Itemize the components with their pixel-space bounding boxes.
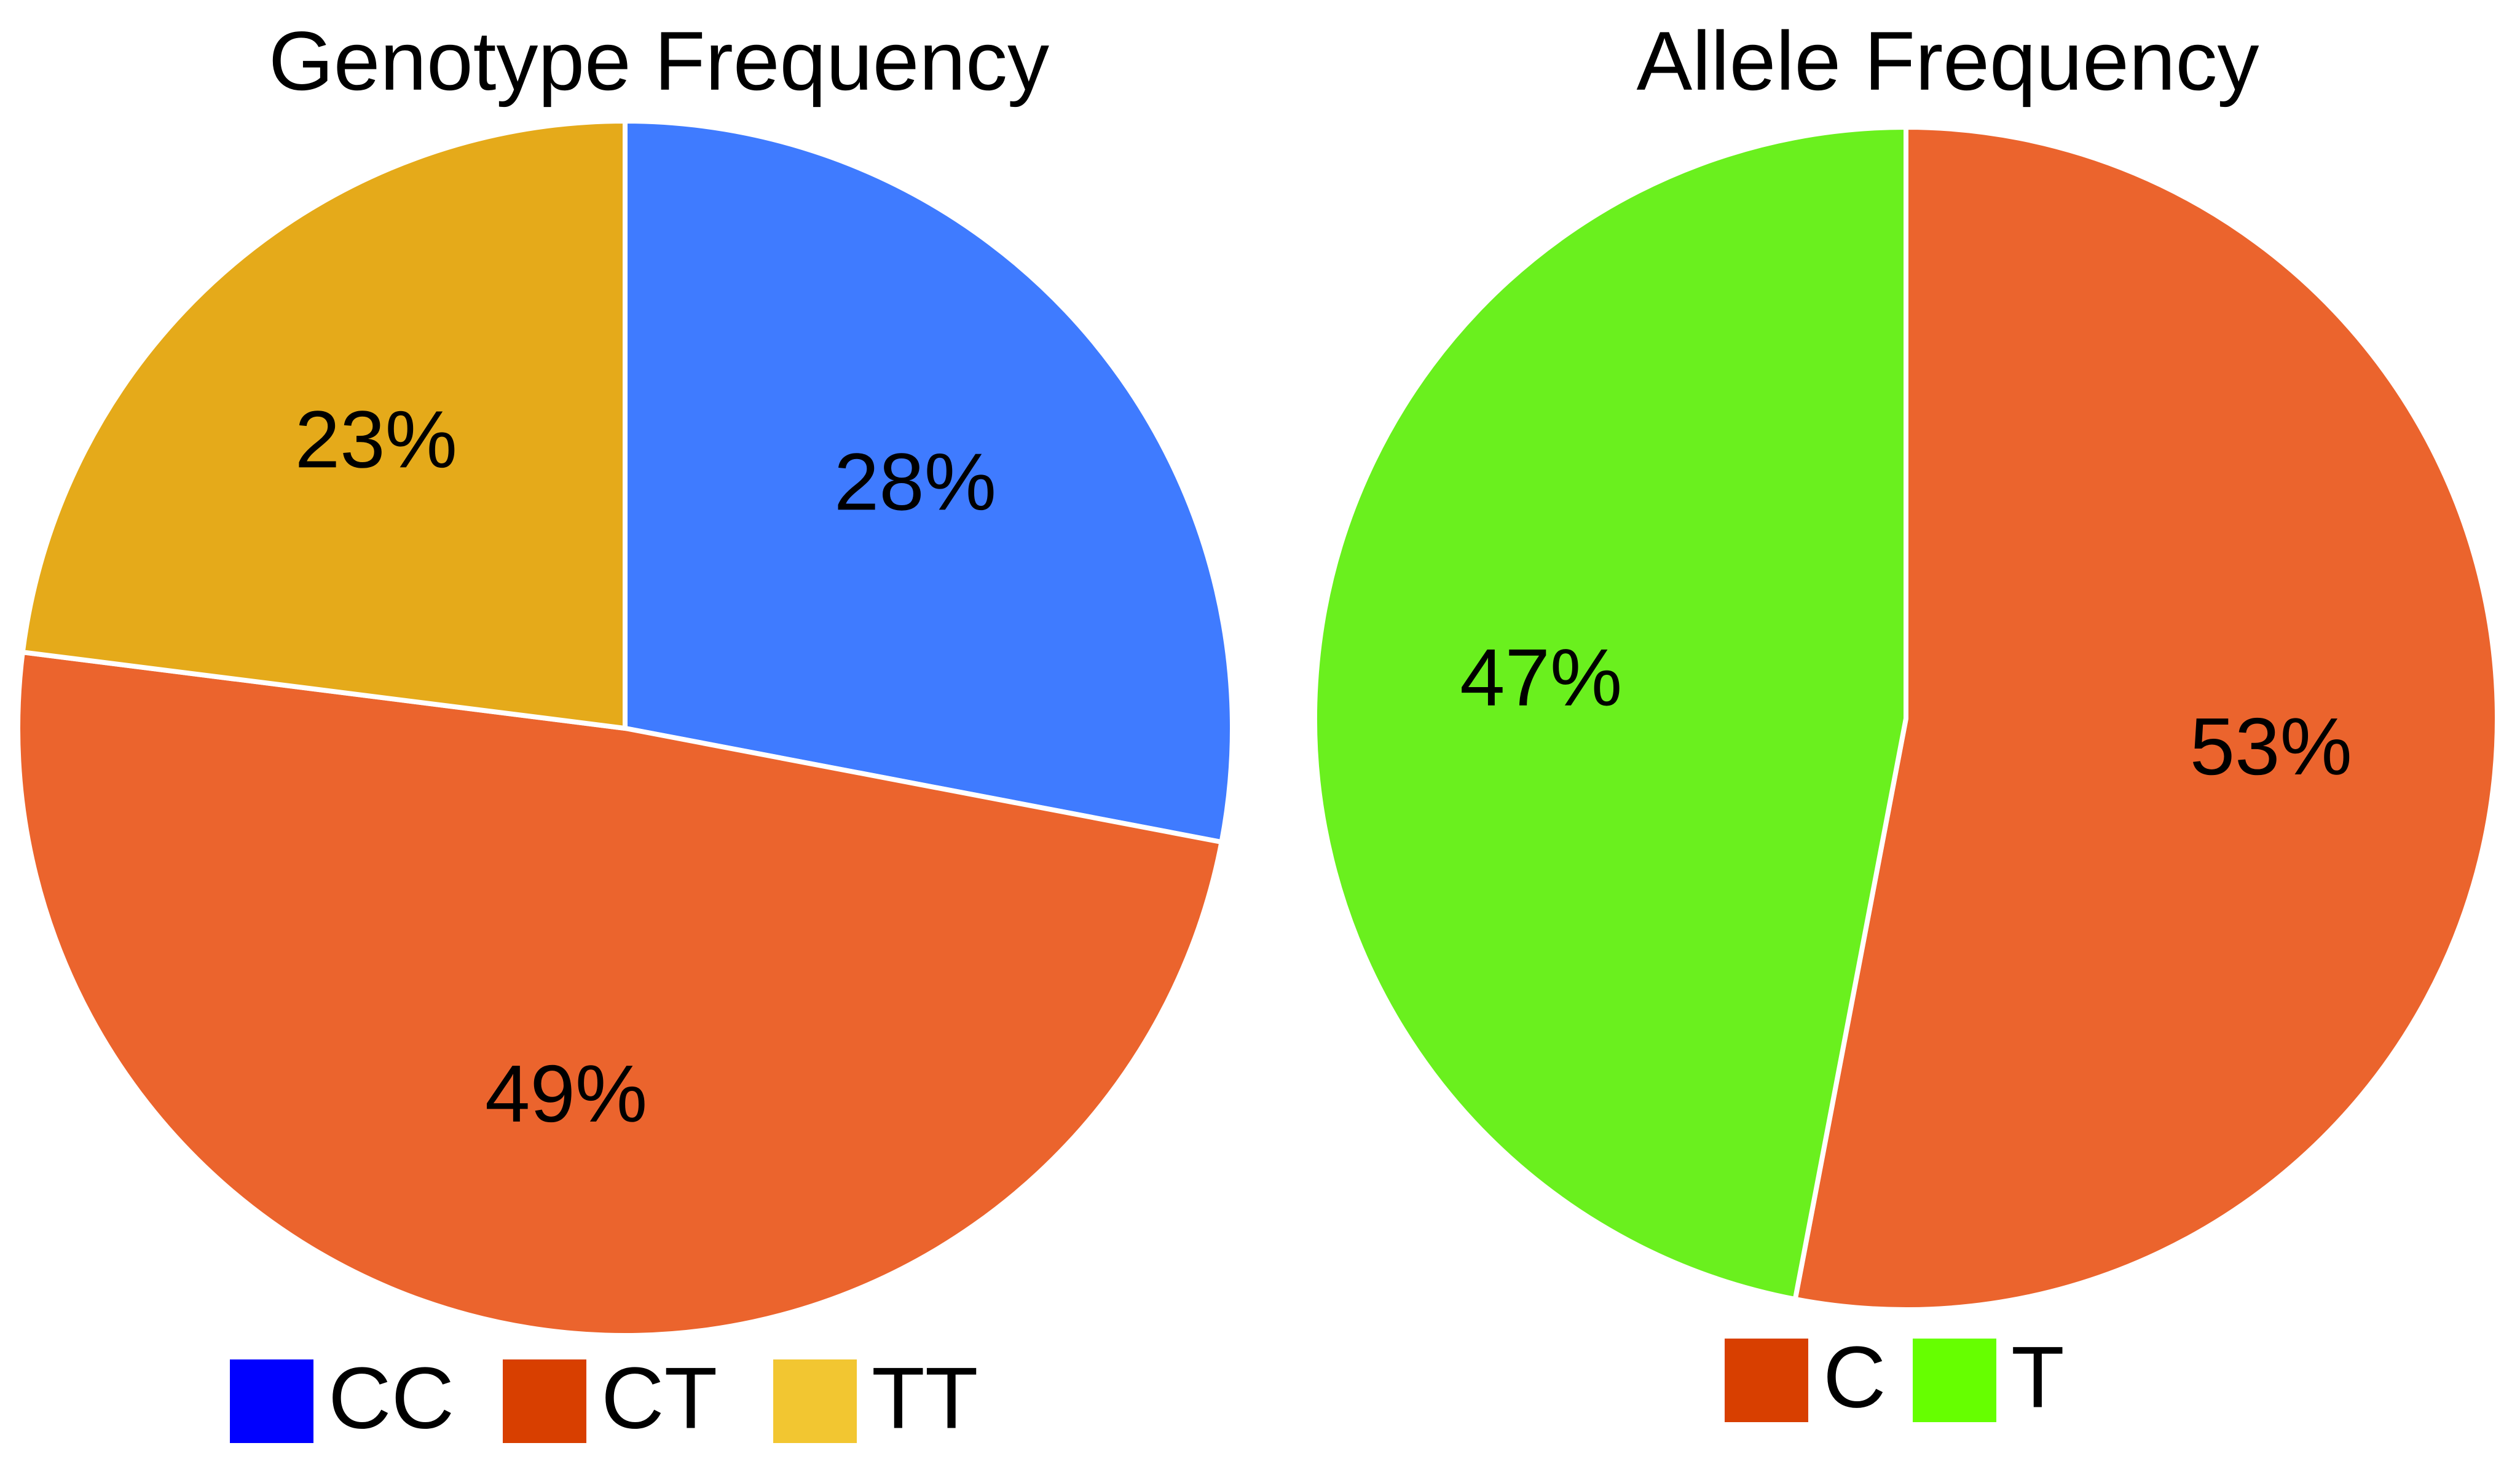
legend-swatch <box>773 1359 857 1443</box>
data-label: 28% <box>834 436 996 527</box>
legend-label: T <box>2011 1329 2065 1426</box>
legend-swatch <box>1913 1339 1996 1422</box>
data-label: 53% <box>2190 701 2352 792</box>
pie-slice <box>1312 124 1908 1302</box>
pie-slice <box>1792 124 2500 1312</box>
pie-slice <box>20 118 628 731</box>
legend-swatch <box>230 1359 313 1443</box>
data-label: 49% <box>485 1048 647 1139</box>
chart-title: Genotype Frequency <box>269 14 1049 108</box>
legend-label: TT <box>872 1350 978 1447</box>
legend-label: C <box>1823 1329 1886 1426</box>
legend-swatch <box>503 1359 586 1443</box>
data-label: 23% <box>295 394 457 484</box>
legend-label: CC <box>328 1350 454 1447</box>
pie-slice <box>15 649 1225 1338</box>
legend-label: CT <box>601 1350 717 1447</box>
data-label: 47% <box>1460 632 1622 723</box>
legend-swatch <box>1725 1339 1808 1422</box>
pie-slice <box>623 118 1235 845</box>
chart-title: Allele Frequency <box>1637 14 2259 108</box>
